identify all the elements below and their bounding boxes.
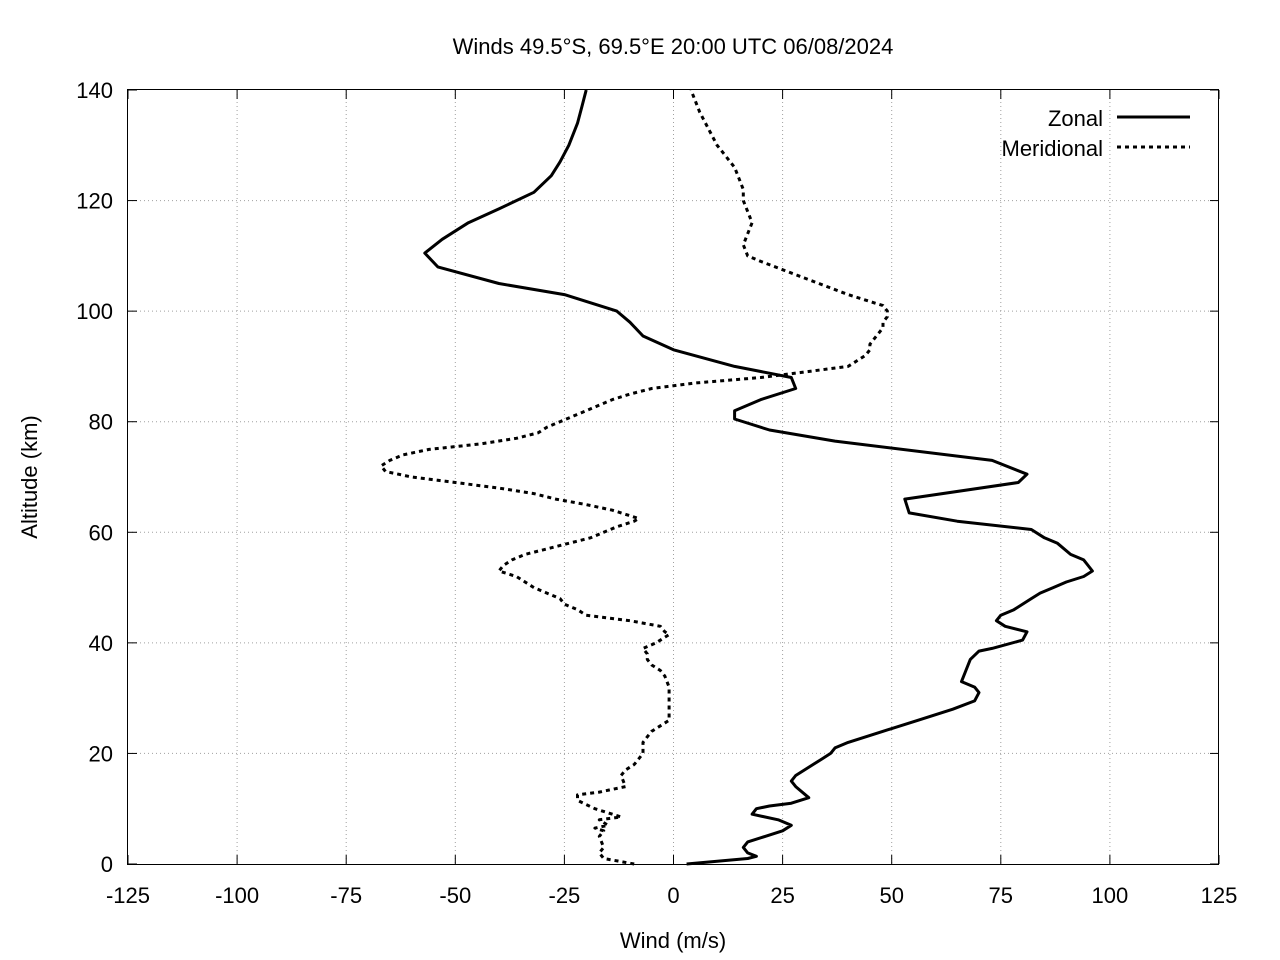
y-tick-label: 60 xyxy=(89,520,113,545)
series-layer xyxy=(379,89,1094,866)
plot-frame xyxy=(127,89,1219,865)
grid xyxy=(128,90,1219,864)
x-axis-label: Wind (m/s) xyxy=(620,928,726,953)
y-tick-label: 80 xyxy=(89,410,113,435)
chart-title: Winds 49.5°S, 69.5°E 20:00 UTC 06/08/202… xyxy=(453,34,894,59)
x-tick-label: 25 xyxy=(770,883,794,908)
y-axis-tick-labels: 0 20 40 60 80 100 120 140 xyxy=(76,78,113,877)
y-tick-label: 20 xyxy=(89,741,113,766)
axis-ticks xyxy=(127,89,1220,865)
legend: Zonal Meridional xyxy=(1002,106,1190,161)
y-axis-label: Altitude (km) xyxy=(17,415,42,538)
x-tick-label: 75 xyxy=(989,883,1013,908)
y-tick-label: 40 xyxy=(89,631,113,656)
x-tick-label: 125 xyxy=(1201,883,1238,908)
y-tick-label: 100 xyxy=(76,299,113,324)
x-tick-label: -75 xyxy=(330,883,362,908)
x-tick-label: -25 xyxy=(549,883,581,908)
y-tick-label: 120 xyxy=(76,189,113,214)
x-tick-label: -125 xyxy=(106,883,150,908)
legend-label-meridional: Meridional xyxy=(1002,136,1104,161)
series-line-meridional xyxy=(379,89,889,866)
x-tick-label: 50 xyxy=(879,883,903,908)
series-line-zonal xyxy=(423,89,1094,866)
x-tick-label: -50 xyxy=(439,883,471,908)
x-axis-tick-labels: -125 -100 -75 -50 -25 0 25 50 75 100 125 xyxy=(106,883,1237,908)
y-tick-label: 140 xyxy=(76,78,113,103)
y-tick-label: 0 xyxy=(101,852,113,877)
legend-label-zonal: Zonal xyxy=(1048,106,1103,131)
x-tick-label: 0 xyxy=(667,883,679,908)
x-tick-label: -100 xyxy=(215,883,259,908)
x-tick-label: 100 xyxy=(1092,883,1129,908)
